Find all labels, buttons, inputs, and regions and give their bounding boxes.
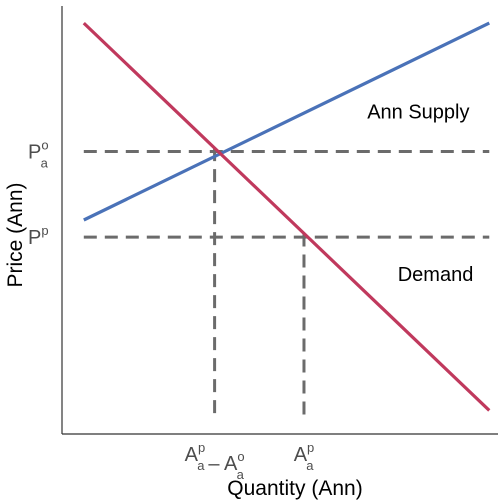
x-axis-title: Quantity (Ann) (227, 477, 362, 500)
symbol-superscript: p (307, 440, 314, 455)
y-tick-label: Po a (28, 138, 49, 171)
symbol-subscript: a (306, 458, 314, 473)
symbol-subscript: a (197, 458, 205, 473)
symbol-superscript: o (41, 138, 48, 153)
symbol-base: P (28, 142, 41, 164)
symbol-base: A (224, 453, 238, 475)
minus-sign: – (208, 453, 224, 475)
series-label-ann-supply: Ann Supply (367, 102, 469, 124)
symbol-base: A (185, 444, 199, 466)
plot-area (82, 21, 491, 416)
symbol-superscript: p (198, 440, 205, 455)
series-line-ann-supply (83, 21, 490, 222)
y-tick-label: Pp (28, 223, 49, 249)
y-axis-title: Price (Ann) (4, 182, 27, 287)
symbol-subscript: a (41, 156, 49, 171)
series-label-demand: Demand (398, 264, 474, 286)
symbol-base: P (28, 227, 41, 249)
series-line-demand (82, 21, 491, 412)
symbol-subscript: a (237, 467, 245, 482)
x-tick-label: Ap a – Ao a (185, 440, 245, 482)
symbol-superscript: p (41, 223, 48, 238)
symbol-superscript: o (237, 449, 244, 464)
symbol-base: A (294, 444, 308, 466)
x-tick-label: Ap a (294, 440, 315, 473)
